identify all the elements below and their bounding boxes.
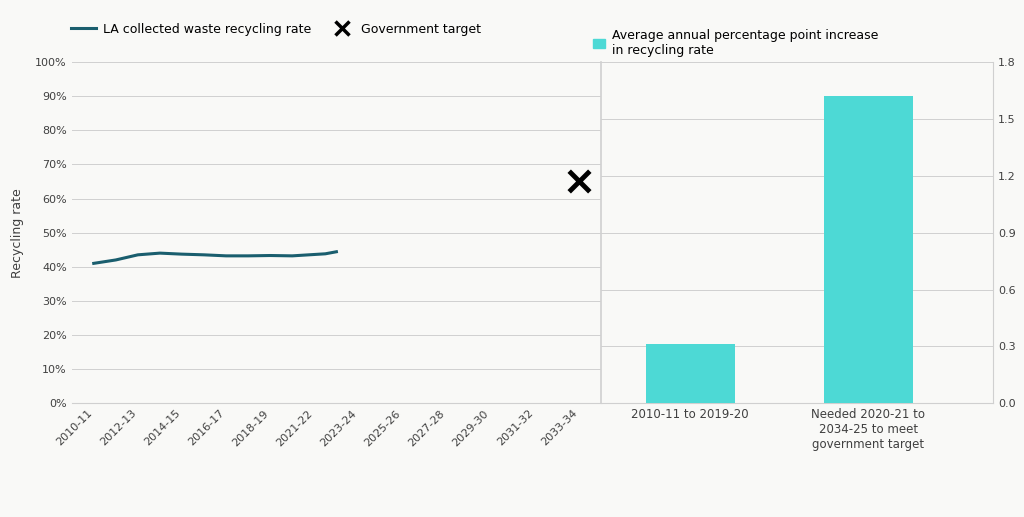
Bar bbox=[824, 96, 913, 403]
Legend: Average annual percentage point increase
in recycling rate: Average annual percentage point increase… bbox=[588, 24, 883, 62]
Bar bbox=[646, 344, 735, 403]
Legend: LA collected waste recycling rate, Government target: LA collected waste recycling rate, Gover… bbox=[67, 18, 485, 41]
Y-axis label: Recycling rate: Recycling rate bbox=[11, 188, 25, 278]
Point bbox=[570, 177, 587, 186]
